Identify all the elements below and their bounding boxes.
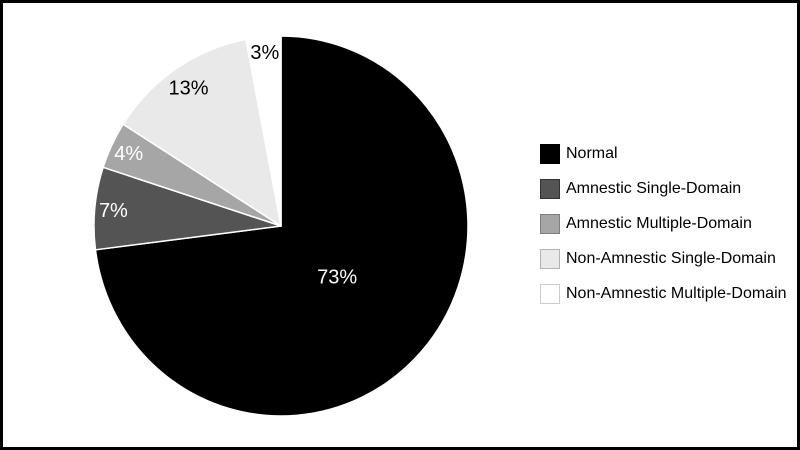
legend-label: Normal bbox=[566, 145, 618, 162]
pie-slice bbox=[122, 38, 282, 227]
legend-swatch bbox=[540, 249, 560, 269]
legend-item: Normal bbox=[540, 144, 787, 164]
legend-swatch bbox=[540, 284, 560, 304]
legend-item: Amnestic Multiple-Domain bbox=[540, 214, 787, 234]
slice-label: 3% bbox=[250, 42, 279, 64]
slice-label: 13% bbox=[168, 78, 208, 100]
legend-label: Amnestic Multiple-Domain bbox=[566, 215, 752, 232]
legend-swatch bbox=[540, 144, 560, 164]
slice-label: 73% bbox=[317, 266, 357, 288]
legend-label: Amnestic Single-Domain bbox=[566, 180, 742, 197]
legend-swatch bbox=[540, 214, 560, 234]
legend-swatch bbox=[540, 179, 560, 199]
legend-label: Non-Amnestic Single-Domain bbox=[566, 250, 776, 267]
legend-item: Amnestic Single-Domain bbox=[540, 179, 787, 199]
slice-label: 7% bbox=[99, 200, 128, 222]
legend-item: Non-Amnestic Single-Domain bbox=[540, 249, 787, 269]
pie-chart: 73% 7% 4% 13% 3% bbox=[93, 35, 469, 417]
legend: Normal Amnestic Single-Domain Amnestic M… bbox=[540, 144, 787, 319]
pie-slice bbox=[245, 35, 282, 227]
legend-item: Non-Amnestic Multiple-Domain bbox=[540, 284, 787, 304]
slice-label: 4% bbox=[114, 143, 143, 165]
legend-label: Non-Amnestic Multiple-Domain bbox=[566, 285, 787, 302]
